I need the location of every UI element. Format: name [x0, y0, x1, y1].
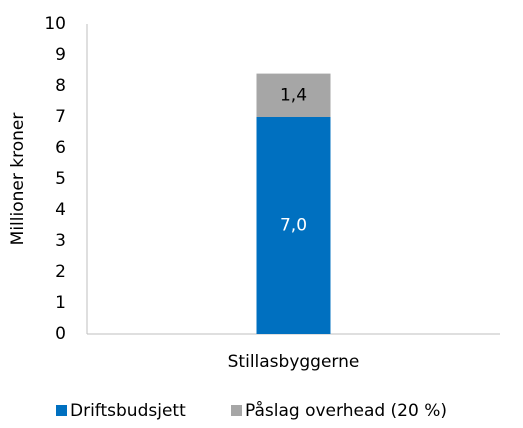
y-tick-label: 3	[55, 231, 66, 251]
y-tick-label: 9	[55, 45, 66, 65]
x-tick-label: Stillasbyggerne	[228, 352, 360, 372]
bar-segment	[256, 73, 331, 117]
y-tick-label: 0	[55, 324, 66, 344]
value-label: 1,4	[280, 85, 307, 105]
y-tick-label: 4	[55, 200, 66, 220]
y-tick-label: 2	[55, 262, 66, 282]
value-label: 7,0	[280, 216, 307, 236]
legend-label: Påslag overhead (20 %)	[245, 400, 447, 421]
y-tick-label: 8	[55, 76, 66, 96]
y-tick-label: 1	[55, 293, 66, 313]
legend-swatch	[56, 405, 67, 416]
y-tick-label: 5	[55, 169, 66, 189]
legend-label: Driftsbudsjett	[70, 401, 186, 421]
y-axis-label: Millioner kroner	[8, 113, 28, 246]
bar-segment	[256, 117, 331, 334]
y-tick-label: 6	[55, 138, 66, 158]
legend-swatch	[231, 405, 242, 416]
y-tick-label: 7	[55, 107, 66, 127]
y-tick-label: 10	[44, 14, 66, 34]
